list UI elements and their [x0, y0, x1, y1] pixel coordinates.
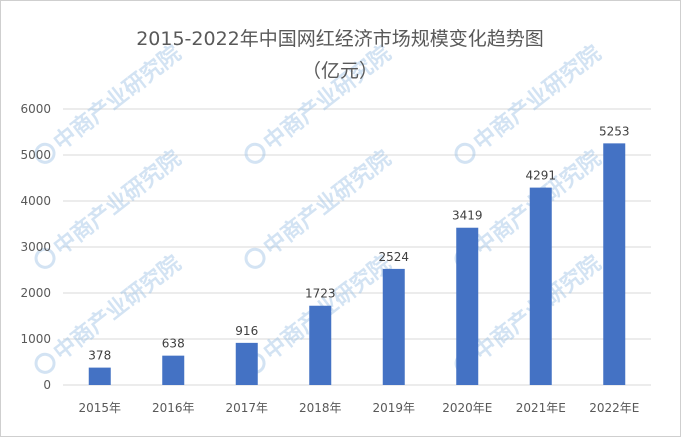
data-label: 3419 — [452, 209, 483, 223]
watermark: 中商产业研究院 — [454, 40, 606, 164]
y-axis-ticks: 0 1000 2000 3000 4000 5000 6000 — [20, 102, 51, 392]
watermark-text: 中商产业研究院 — [49, 145, 186, 260]
y-tick-label: 5000 — [20, 148, 51, 162]
watermark: 中商产业研究院 — [34, 145, 186, 269]
y-tick-label: 3000 — [20, 240, 51, 254]
data-label: 1723 — [305, 287, 336, 301]
bars — [88, 143, 626, 385]
y-tick-label: 6000 — [20, 102, 51, 116]
x-axis-ticks: 2015年 2016年 2017年 2018年 2019年 2020年E 2021年E 202… — [78, 401, 639, 415]
bar — [529, 187, 552, 385]
x-tick-label: 2017年 — [225, 401, 268, 415]
watermark-text: 中商产业研究院 — [49, 40, 186, 155]
watermark: 中商产业研究院 — [244, 145, 396, 269]
bar — [235, 342, 258, 385]
x-tick-label: 2019年 — [372, 401, 415, 415]
x-tick-label: 2022年E — [589, 401, 639, 415]
gridlines — [63, 108, 651, 386]
watermark-text: 中商产业研究院 — [259, 40, 396, 155]
bar — [309, 305, 332, 385]
bar — [162, 355, 185, 385]
bar — [88, 367, 111, 385]
bar — [456, 227, 479, 385]
bar — [603, 143, 626, 385]
data-label: 2524 — [378, 250, 409, 264]
watermark-logo-icon — [34, 247, 56, 269]
watermark-logo-icon — [244, 247, 266, 269]
y-tick-label: 1000 — [20, 332, 51, 346]
watermark-text: 中商产业研究院 — [259, 145, 396, 260]
y-tick-label: 2000 — [20, 286, 51, 300]
x-tick-label: 2020年E — [442, 401, 492, 415]
x-tick-label: 2016年 — [152, 401, 195, 415]
y-tick-label: 0 — [43, 378, 51, 392]
y-tick-label: 4000 — [20, 194, 51, 208]
bar — [382, 268, 405, 385]
watermark: 中商产业研究院 — [34, 40, 186, 164]
watermark-text: 中商产业研究院 — [469, 40, 606, 155]
watermark-logo-icon — [34, 142, 56, 164]
chart-subtitle: （亿元） — [302, 60, 378, 82]
x-tick-label: 2021年E — [516, 401, 566, 415]
x-tick-label: 2018年 — [299, 401, 342, 415]
watermark-logo-icon — [34, 352, 56, 374]
chart-title: 2015-2022年中国网红经济市场规模变化趋势图 — [136, 28, 544, 50]
watermark-logo-icon — [244, 142, 266, 164]
watermark-logo-icon — [454, 142, 476, 164]
data-label: 378 — [88, 349, 111, 363]
data-label: 4291 — [525, 169, 556, 183]
data-label: 5253 — [599, 124, 630, 138]
data-label: 638 — [162, 337, 185, 351]
data-label: 916 — [235, 324, 258, 338]
data-labels: 378 638 916 1723 2524 3419 4291 5253 — [88, 124, 629, 362]
x-tick-label: 2015年 — [78, 401, 121, 415]
